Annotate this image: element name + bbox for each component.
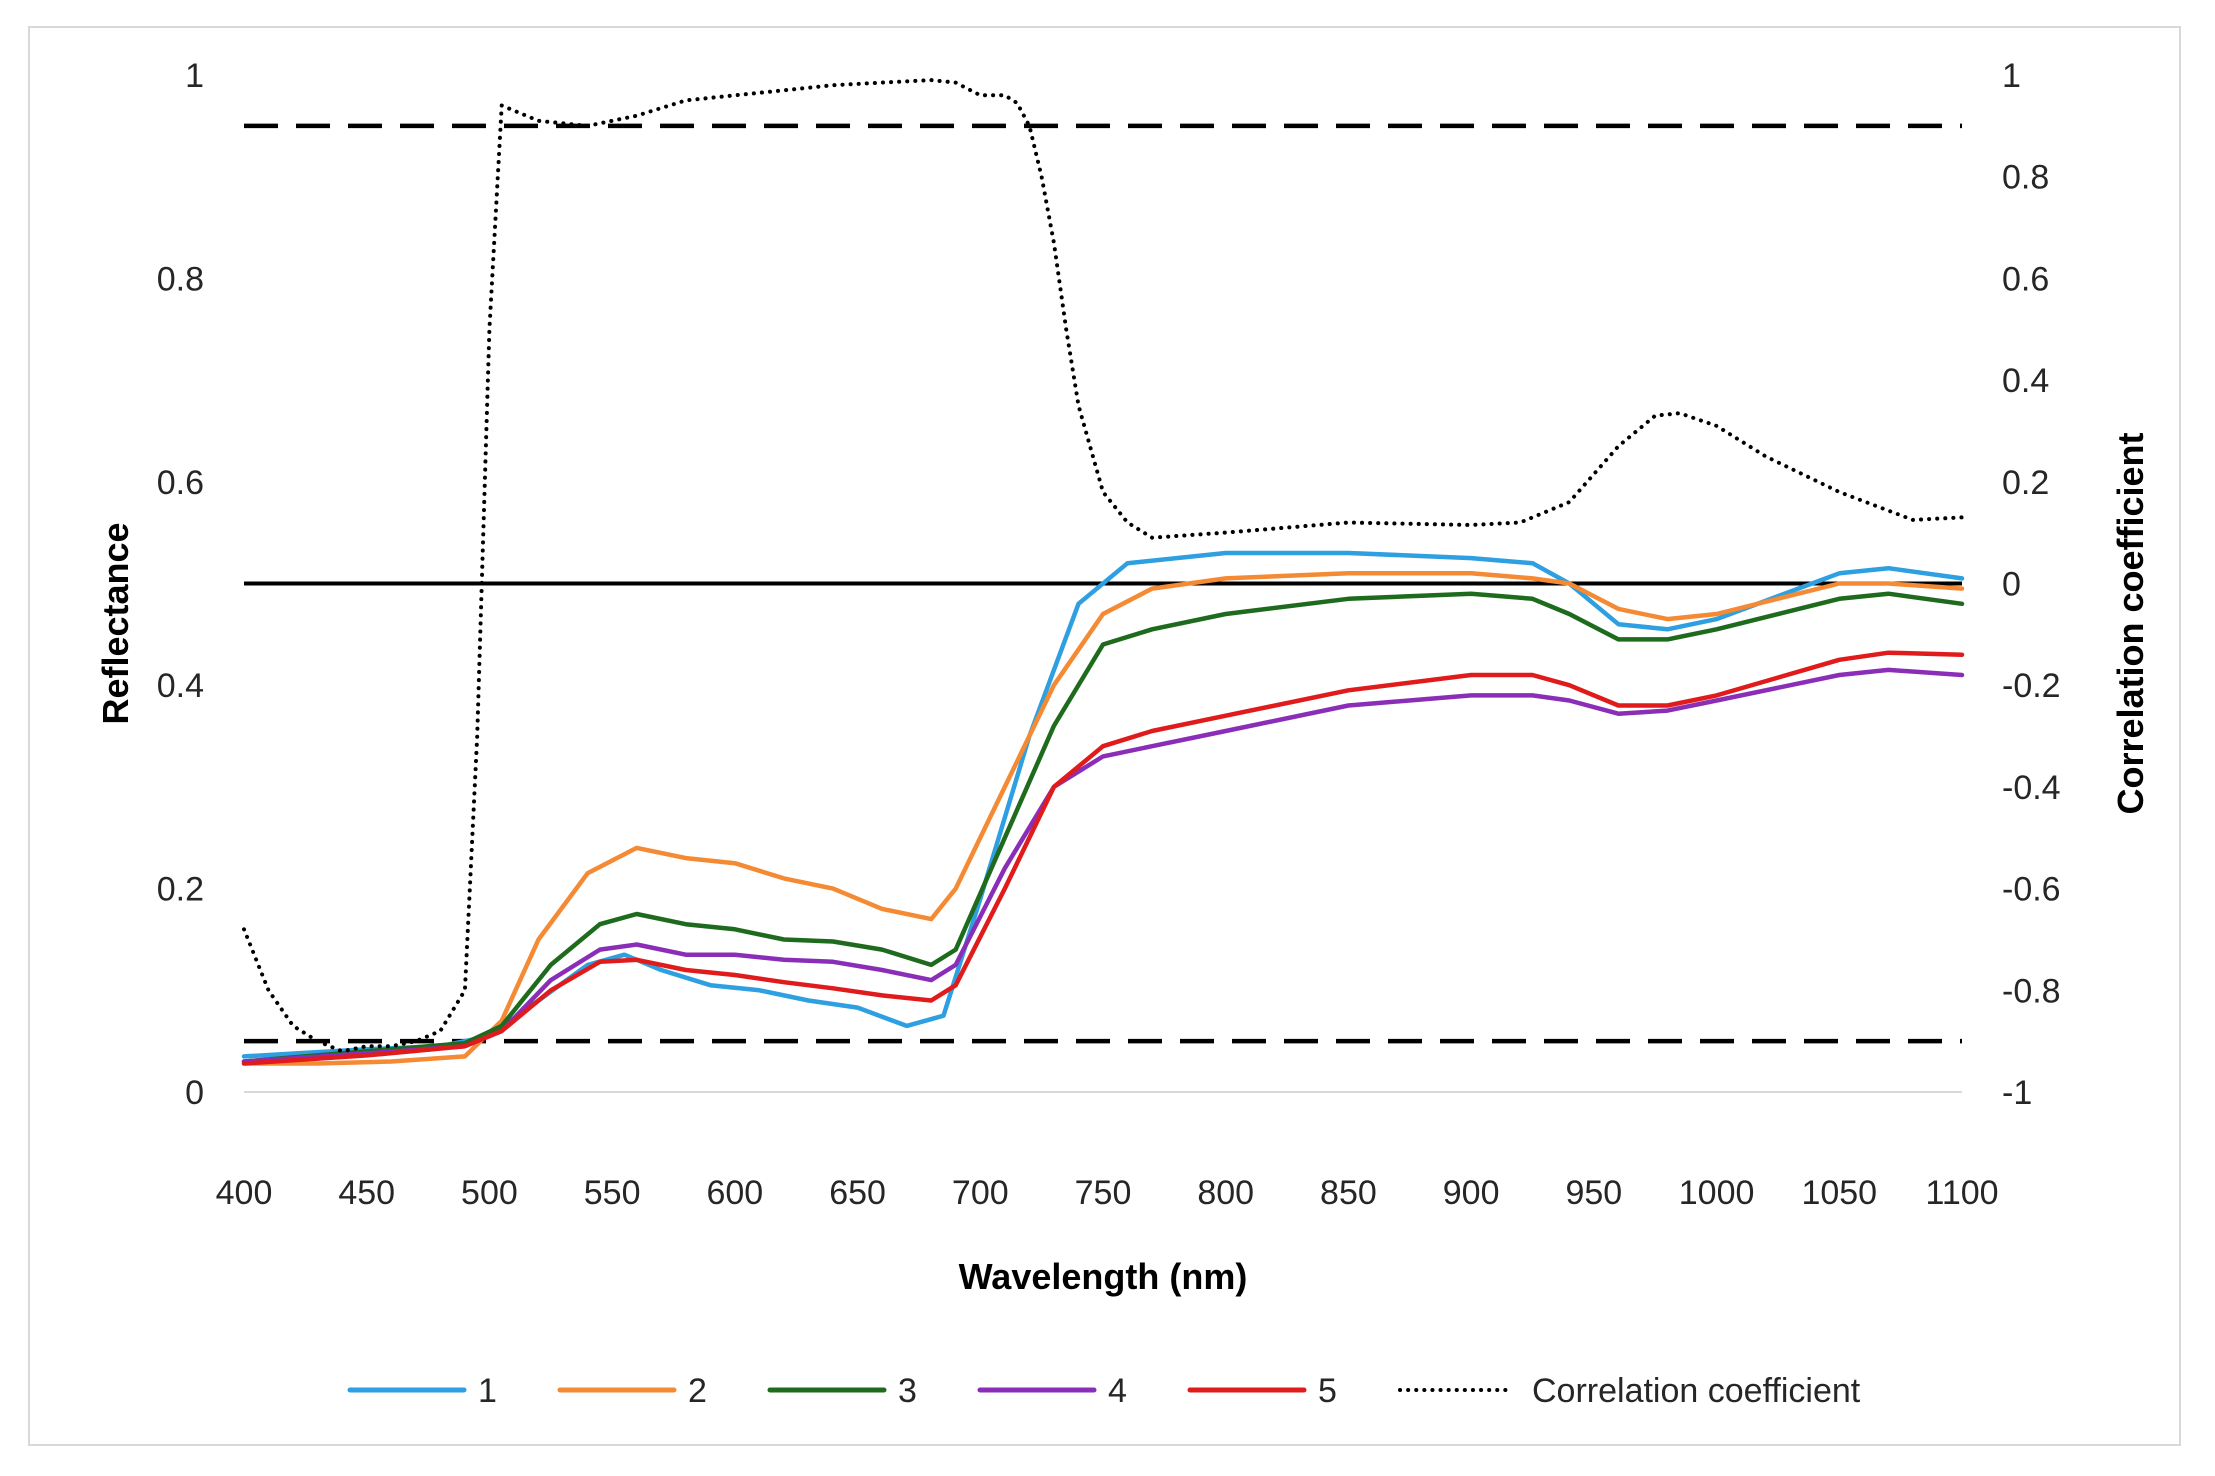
series-line-1 [241, 550, 1965, 1059]
legend-label-3: 3 [898, 1372, 917, 1410]
legend-label-1: 1 [478, 1372, 497, 1410]
y2-tick-label: -0.2 [2002, 667, 2061, 705]
y-tick-label: 0 [185, 1074, 204, 1112]
legend: 1 2 3 4 5 Correlation coefficient [347, 1372, 1861, 1410]
series-line-4 [241, 667, 1965, 1064]
y2-tick-label: -0.8 [2002, 972, 2061, 1010]
y2-tick-label: -0.6 [2002, 871, 2061, 909]
x-tick-label: 950 [1565, 1174, 1622, 1212]
x-tick-label: 600 [706, 1174, 763, 1212]
y-axis-title: Reflectance [95, 522, 136, 724]
legend-label-2: 2 [688, 1372, 707, 1410]
y-tick-label: 0.8 [157, 260, 204, 298]
x-tick-label: 1000 [1679, 1174, 1755, 1212]
x-tick-label: 750 [1075, 1174, 1132, 1212]
series-line-3 [241, 591, 1965, 1064]
x-tick-label: 550 [584, 1174, 641, 1212]
x-tick-labels: 400 450 500 550 600 650 700 750 800 850 900 950 1000… [216, 1174, 1999, 1212]
y2-tick-label: -0.4 [2002, 769, 2061, 807]
y2-tick-label: 0.2 [2002, 464, 2049, 502]
y2-tick-labels: -1 -0.8 -0.6 -0.4 -0.2 0 0.2 0.4 0.6 0.8 1 [2002, 57, 2061, 1112]
series-line-2 [241, 571, 1965, 1066]
x-tick-label: 850 [1320, 1174, 1377, 1212]
x-tick-label: 650 [829, 1174, 886, 1212]
y2-tick-label: 0.4 [2002, 362, 2049, 400]
legend-label-4: 4 [1108, 1372, 1127, 1410]
x-tick-label: 500 [461, 1174, 518, 1212]
y2-tick-label: 0.6 [2002, 260, 2049, 298]
series-line-5 [241, 650, 1965, 1066]
y2-tick-label: 0.8 [2002, 159, 2049, 197]
x-tick-label: 800 [1197, 1174, 1254, 1212]
x-axis-title: Wavelength (nm) [959, 1256, 1248, 1297]
y2-tick-label: 1 [2002, 57, 2021, 95]
y-tick-label: 0.2 [157, 871, 204, 909]
series-lines [241, 78, 1965, 1066]
y2-tick-label: -1 [2002, 1074, 2032, 1112]
y2-tick-label: 0 [2002, 566, 2021, 604]
x-tick-label: 450 [338, 1174, 395, 1212]
legend-label-5: 5 [1318, 1372, 1337, 1410]
legend-label-correlation: Correlation coefficient [1532, 1372, 1861, 1410]
y2-axis-title: Correlation coefficient [2110, 432, 2151, 814]
y-tick-label: 0.6 [157, 464, 204, 502]
x-tick-label: 700 [952, 1174, 1009, 1212]
x-tick-label: 900 [1443, 1174, 1500, 1212]
x-tick-label: 400 [216, 1174, 273, 1212]
y-tick-label: 1 [185, 57, 204, 95]
y-tick-label: 0.4 [157, 667, 204, 705]
x-tick-label: 1100 [1925, 1174, 1998, 1212]
series-line-correlation [242, 78, 1964, 1054]
y-tick-labels: 0 0.2 0.4 0.6 0.8 1 [157, 57, 204, 1112]
chart-frame [28, 26, 2181, 1446]
x-tick-label: 1050 [1801, 1174, 1877, 1212]
